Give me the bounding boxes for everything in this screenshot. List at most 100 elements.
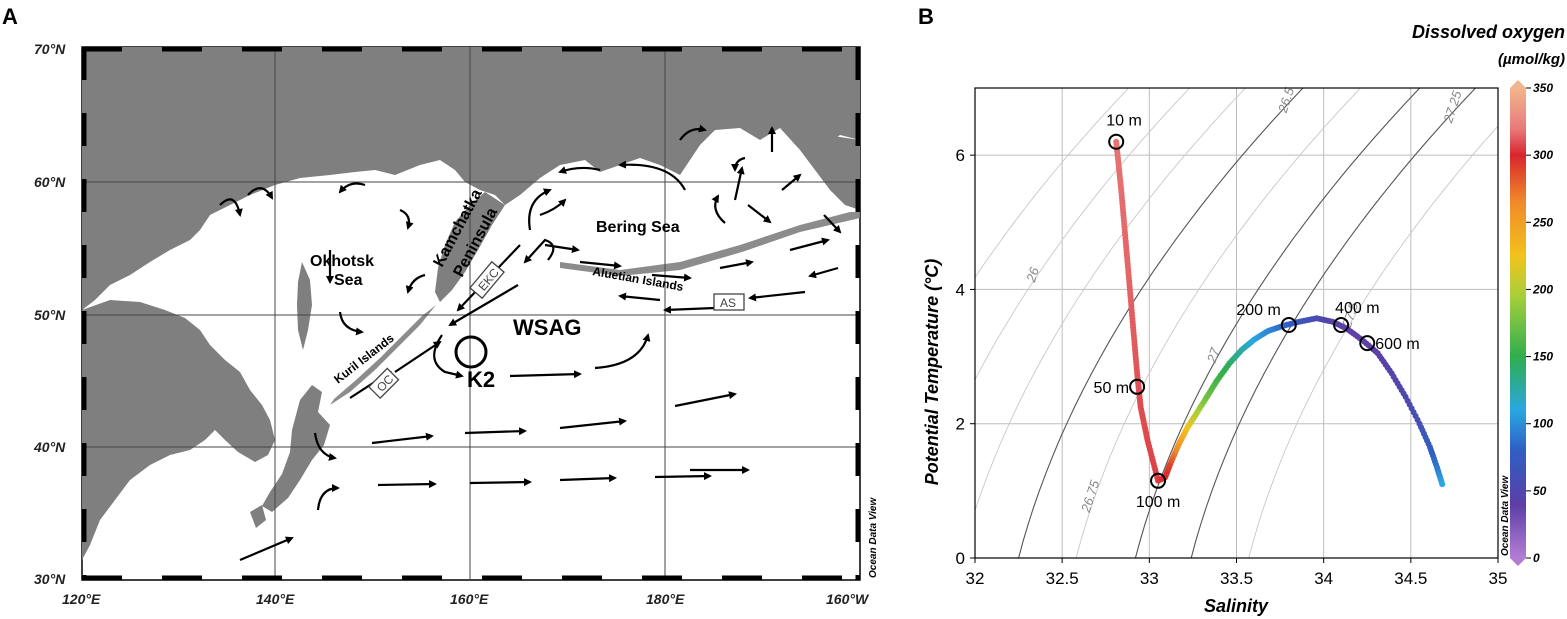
depth-marker-label: 10 m [1106,113,1142,130]
arrow [679,124,707,141]
arrow [469,478,532,487]
colorbar-unit: (µmol/kg) [1498,51,1565,68]
box-ekc: EKC [469,260,505,300]
y-tick-label: 4 [956,280,965,299]
depth-marker-circle [1108,133,1125,150]
depth-marker-label: 200 m [1236,302,1280,319]
y-tick-label: 0 [956,549,965,568]
depth-marker-circle [1150,472,1167,489]
arrow [748,290,806,302]
colorbar-tick-label: 150 [1533,350,1553,364]
arrow [377,480,437,489]
k2-station-marker [454,335,488,369]
arrow [399,208,414,230]
depth-marker-circle [1280,317,1297,334]
depth-marker-label: 100 m [1136,494,1180,511]
y-tick-label: 6 [956,146,965,165]
lon-label-160e: 160°E [450,591,489,607]
label-k2: K2 [467,367,495,392]
arrow [618,160,686,191]
land-asia-coast [82,300,275,560]
label-okhotsk-line2: Sea [334,272,363,289]
arrow [579,260,622,270]
lon-label-160w: 160°W [826,591,870,607]
lon-label-180e: 180°E [646,591,685,607]
isopycnal-line [975,88,1246,513]
isopycnal-label: 27 [1204,345,1223,365]
label-wsag: WSAG [513,315,581,340]
arrow [313,432,337,461]
depth-markers: 10 m 50 m 100 m 200 m 400 m 600 m [1094,113,1420,511]
map-watermark: Ocean Data View [868,497,879,578]
x-tick-label: 33.5 [1220,569,1253,588]
arrow [781,173,802,191]
lat-label-30: 30°N [34,571,66,587]
colorbar-tick-label: 350 [1533,81,1553,95]
land-sakhalin [297,262,312,350]
depth-marker-label: 400 m [1335,300,1379,317]
arrow [539,198,567,217]
lat-label-70: 70°N [34,41,66,57]
y-tick-label: 2 [956,415,965,434]
x-axis-title: Salinity [1204,596,1269,616]
arrow [464,427,527,436]
arrow [448,284,519,327]
y-axis-title: Potential Temperature (°C) [922,259,942,486]
land-kyushu [250,505,266,528]
arrow [823,214,842,234]
arrow [711,194,726,224]
depth-marker-label: 600 m [1375,336,1419,353]
lon-label-140e: 140°E [256,591,295,607]
box-as: AS [713,293,745,311]
colorbar-tick-label: 100 [1533,417,1553,431]
axis-ticks: 32 32.5 33 33.5 34 34.5 35 0 2 4 6 [956,146,1508,588]
colorbar-tick-label: 300 [1533,148,1553,162]
panel-b-letter: B [918,4,934,29]
arrow [528,188,552,231]
land-japan [262,385,330,512]
grid [975,88,1498,558]
arrow [338,311,364,336]
depth-marker-circle [1129,378,1146,395]
colorbar-top-cap [1510,80,1526,88]
arrow [544,243,580,254]
chart-watermark: Ocean Data View [1500,475,1511,556]
lat-label-60: 60°N [34,174,66,190]
arrow [338,182,366,194]
arrow [558,166,601,174]
arrow [433,334,464,379]
arrow [719,259,754,270]
arrow [394,340,442,373]
lat-label-50: 50°N [34,307,66,323]
arrow [559,417,627,430]
colorbar-tick-label: 50 [1533,484,1547,498]
colorbar-bottom-cap [1510,558,1526,566]
arrow [371,432,434,445]
arrow [731,156,746,172]
land-alaska [780,128,860,210]
colorbar: 350 300 250 200 150 100 50 0 Dissolved oxygen (… [1412,22,1565,566]
arrow [651,273,692,282]
arrow [663,305,716,314]
arrow [808,266,839,279]
colorbar-tick-label: 0 [1533,551,1540,565]
isopycnal-line [1075,88,1361,558]
colorbar-tick-label: 250 [1532,215,1553,229]
arrow [509,370,582,379]
colorbar-gradient [1510,88,1526,558]
arrow [594,333,651,370]
isopycnal-label: 26 [1023,265,1042,285]
box-as-label: AS [720,296,736,310]
isopycnal-line [975,88,1129,279]
arrow [405,273,426,294]
colorbar-tick-label: 200 [1532,282,1553,296]
colorbar-ticks: 350 300 250 200 150 100 50 0 [1526,81,1553,565]
arrow [219,198,243,217]
arrow [559,474,617,483]
depth-marker-circle [1333,317,1350,334]
profile-point [1439,481,1446,488]
isopycnal-line [1248,125,1498,558]
label-okhotsk-line1: Okhotsk [310,253,374,270]
